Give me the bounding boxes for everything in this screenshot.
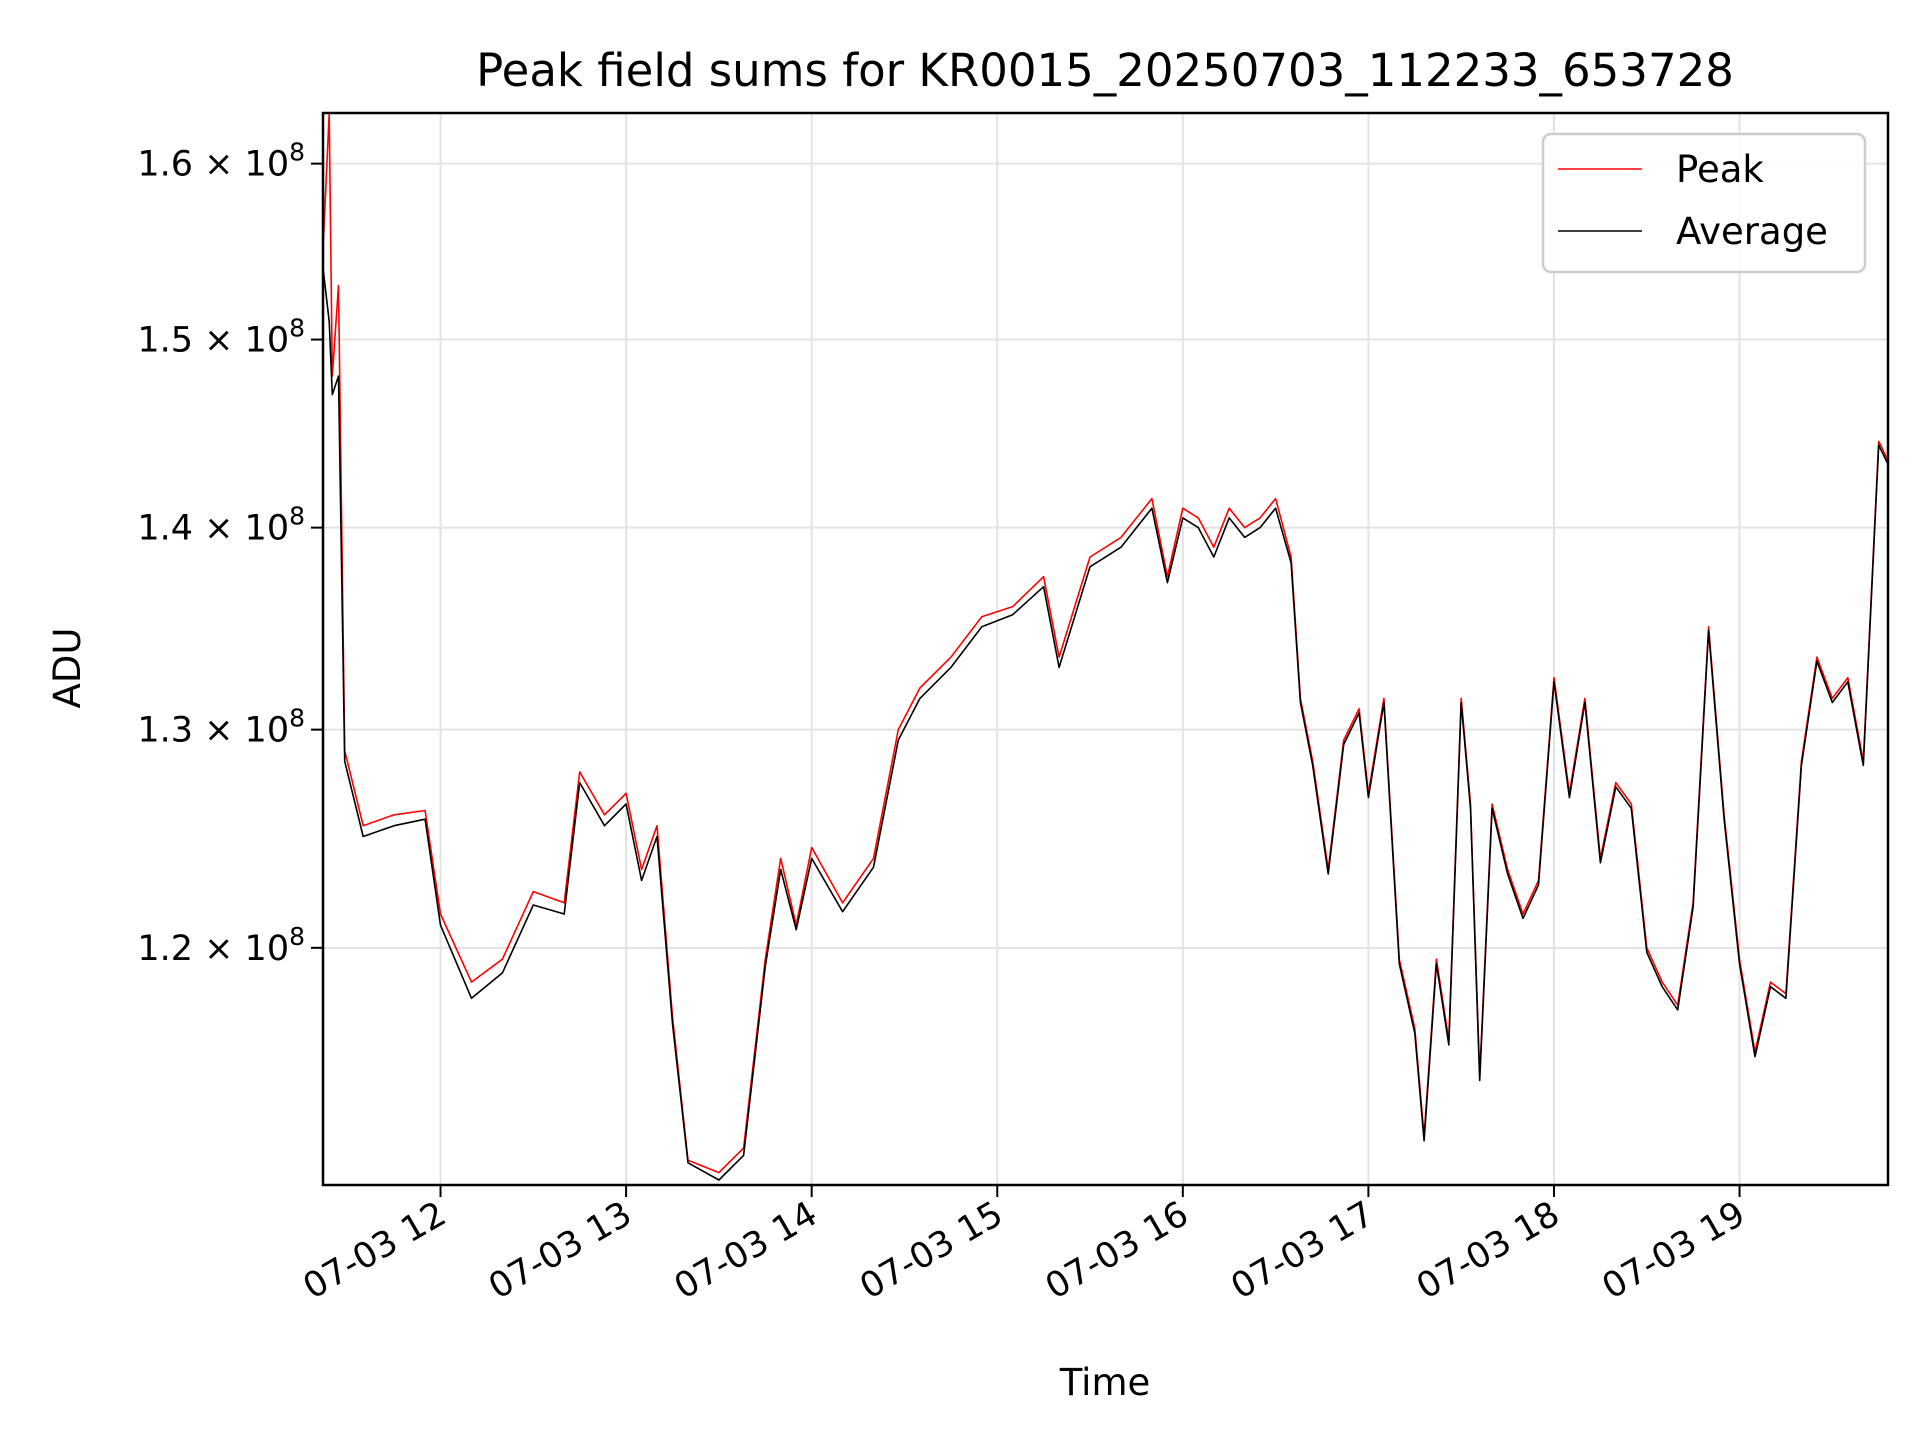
y-axis: 1.2 × 108 1.3 × 108 1.4 × 108 1.5 × 108 1.6 … [137,138,323,969]
legend-label-average: Average [1676,210,1828,253]
plot-frame [321,111,1890,1187]
chart-title: Peak field sums for KR0015_20250703_1122… [476,44,1734,97]
y-axis-label: ADU [46,628,89,709]
y-tick-label: 1.5 × 108 [137,314,305,361]
y-tick-label: 1.2 × 108 [137,922,305,969]
y-tick-label: 1.6 × 108 [137,138,305,185]
x-axis-label: Time [1059,1361,1151,1404]
legend: Peak Average [1541,132,1867,274]
series-layer [323,113,1888,1181]
legend-label-peak: Peak [1676,148,1764,191]
series-peak-line [323,113,1888,1174]
y-tick-label: 1.4 × 108 [137,502,305,549]
y-tick-label: 1.3 × 108 [137,704,305,751]
series-average-line [323,267,1888,1181]
gridlines [323,113,1888,1185]
